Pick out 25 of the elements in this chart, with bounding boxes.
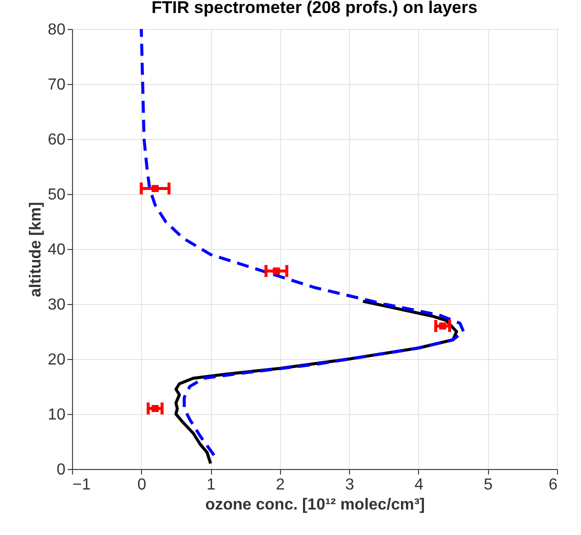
- y-tick-label: 0: [56, 462, 66, 478]
- point: [152, 404, 159, 412]
- y-tick-label: 10: [48, 406, 66, 424]
- x-tick-label: 1: [206, 476, 216, 494]
- y-tick-label: 70: [48, 76, 66, 94]
- x-tick-label: 5: [484, 476, 493, 494]
- point: [272, 267, 280, 275]
- point: [439, 322, 446, 330]
- point: [152, 184, 159, 192]
- y-axis-title: altitude [km]: [28, 202, 45, 298]
- x-tick-label: 4: [414, 476, 424, 494]
- y-tick-label: 30: [48, 296, 66, 314]
- y-tick-label: 20: [48, 352, 66, 368]
- y-tick-label: 50: [48, 186, 66, 204]
- y-tick-label: 80: [48, 22, 66, 38]
- chart-title: FTIR spectrometer (208 profs.) on layers: [152, 0, 478, 17]
- x-tick-label: 3: [345, 476, 354, 494]
- y-tick-label: 60: [48, 132, 66, 148]
- line-series: [140, 28, 465, 457]
- x-tick-label: 6: [548, 476, 558, 494]
- y-tick-label: 40: [48, 242, 66, 258]
- x-tick-label: 2: [276, 476, 285, 494]
- x-tick-label: −1: [72, 476, 91, 494]
- x-tick-label: 0: [137, 476, 146, 494]
- x-axis-title: ozone conc. [10¹² molec/cm³]: [205, 496, 425, 514]
